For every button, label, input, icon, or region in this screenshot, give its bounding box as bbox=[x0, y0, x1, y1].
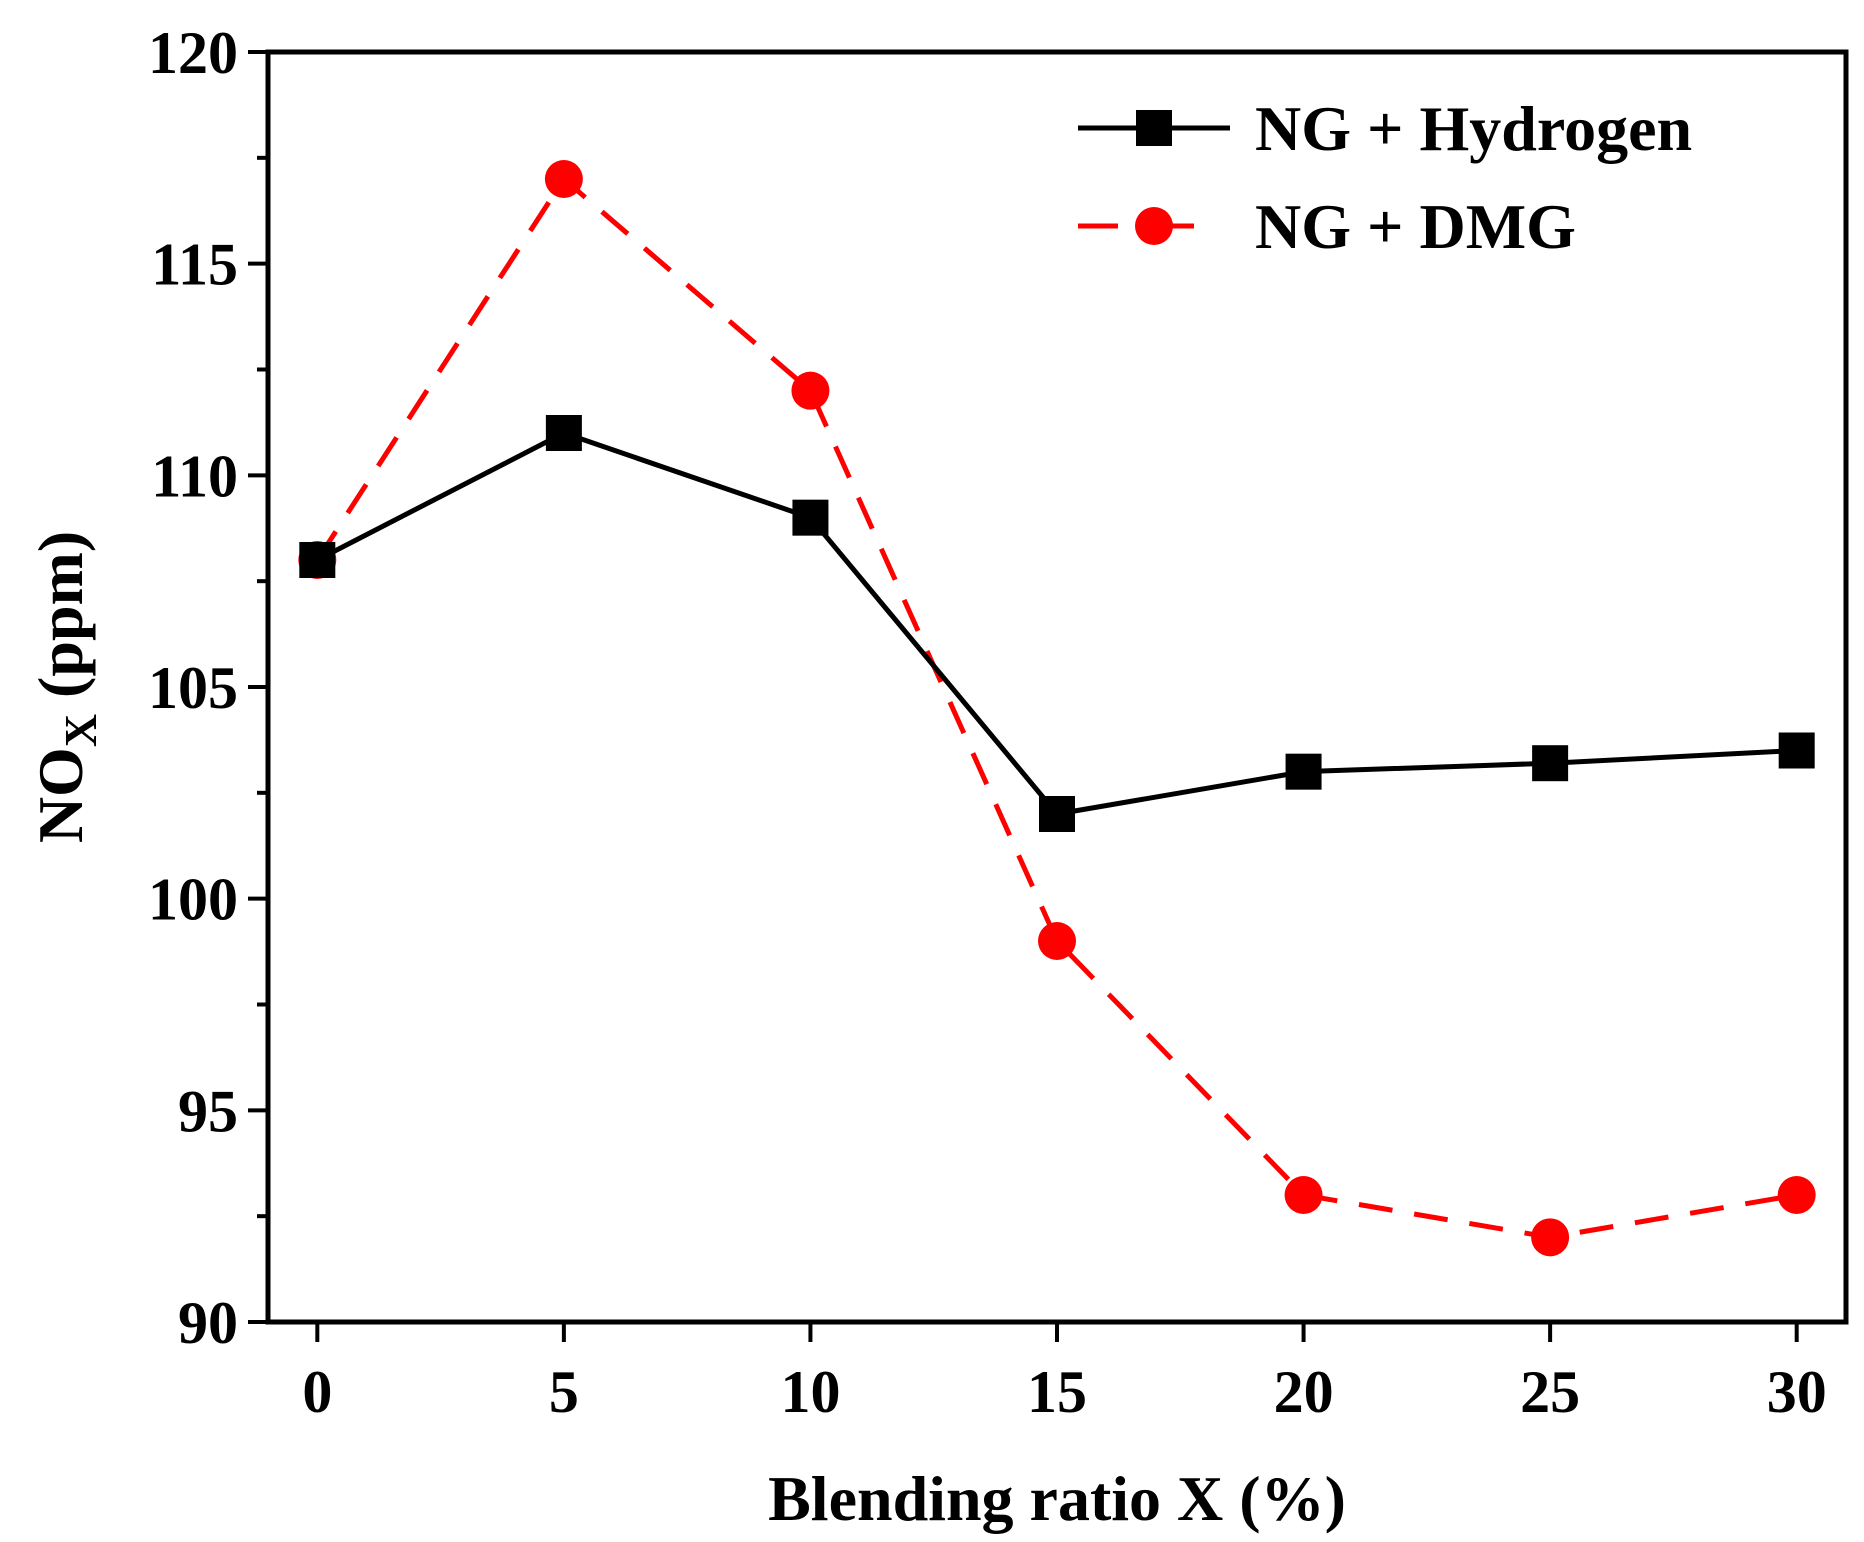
legend: NG + Hydrogen NG + DMG bbox=[1078, 93, 1692, 262]
data-point bbox=[791, 371, 830, 410]
legend-marker bbox=[1135, 207, 1173, 245]
plot-area bbox=[265, 49, 1849, 1325]
data-point bbox=[1285, 753, 1322, 790]
data-point bbox=[1531, 1218, 1570, 1257]
y-tick-label: 120 bbox=[148, 20, 238, 86]
x-axis: 0 5 10 15 20 25 30 bbox=[302, 1322, 1827, 1425]
series-line bbox=[316, 430, 1797, 817]
y-axis-title-subscript: X bbox=[55, 714, 106, 747]
series-layer bbox=[298, 160, 1816, 1257]
plot-frame bbox=[265, 49, 1849, 1325]
y-axis: 90 95 100 105 110 115 120 bbox=[148, 20, 268, 1356]
data-point bbox=[545, 415, 582, 451]
x-tick-label: 10 bbox=[780, 1359, 840, 1425]
y-tick-label: 105 bbox=[148, 655, 238, 721]
data-point bbox=[1039, 796, 1075, 832]
x-tick-label: 15 bbox=[1027, 1359, 1087, 1425]
data-point bbox=[1532, 745, 1569, 782]
series-ng-dmg bbox=[298, 160, 1816, 1257]
y-tick-label: 100 bbox=[148, 867, 238, 933]
x-tick-label: 0 bbox=[302, 1359, 332, 1425]
data-point bbox=[299, 542, 336, 578]
data-point bbox=[792, 499, 829, 536]
x-tick-label: 30 bbox=[1767, 1359, 1827, 1425]
svg-text:NOX (ppm): NOX (ppm) bbox=[25, 531, 106, 843]
data-point bbox=[1284, 1176, 1323, 1214]
legend-marker bbox=[1136, 110, 1172, 146]
x-axis-title: Blending ratio X (%) bbox=[768, 1463, 1346, 1534]
data-point bbox=[1778, 732, 1815, 769]
y-axis-title: NOX (ppm) bbox=[25, 531, 106, 843]
series-ng-hydrogen bbox=[299, 415, 1815, 832]
data-point bbox=[544, 160, 583, 198]
y-tick-label: 95 bbox=[178, 1078, 238, 1144]
y-tick-label: 110 bbox=[151, 443, 238, 509]
y-tick-label: 90 bbox=[178, 1290, 238, 1356]
x-tick-label: 25 bbox=[1520, 1359, 1580, 1425]
legend-label: NG + DMG bbox=[1255, 191, 1576, 262]
legend-item: NG + Hydrogen bbox=[1078, 93, 1692, 164]
legend-label: NG + Hydrogen bbox=[1255, 93, 1692, 164]
x-tick-label: 5 bbox=[549, 1359, 579, 1425]
y-tick-label: 115 bbox=[151, 232, 238, 298]
data-point bbox=[1038, 922, 1076, 960]
series-line bbox=[315, 176, 1798, 1240]
y-axis-title-unit: (ppm) bbox=[25, 531, 96, 698]
data-point bbox=[1777, 1176, 1816, 1214]
y-axis-title-main: NO bbox=[25, 747, 96, 843]
x-tick-label: 20 bbox=[1274, 1359, 1334, 1425]
legend-item: NG + DMG bbox=[1078, 191, 1576, 262]
